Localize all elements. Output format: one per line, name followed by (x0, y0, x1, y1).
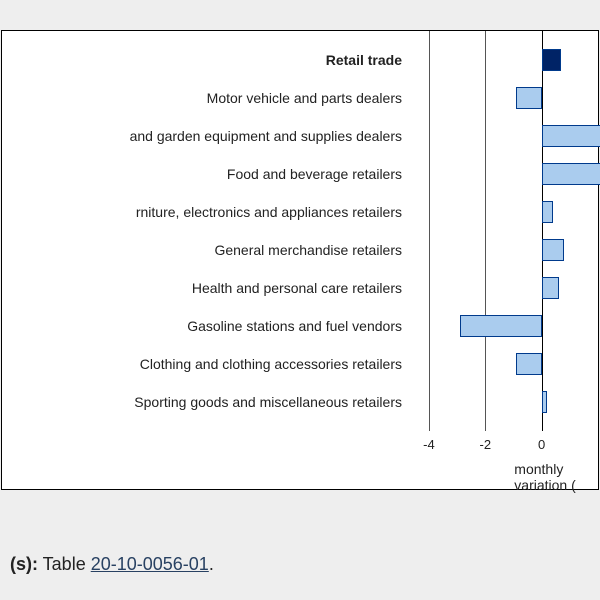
source-suffix: . (209, 554, 214, 574)
source-link[interactable]: 20-10-0056-01 (91, 554, 209, 574)
category-label: Sporting goods and miscellaneous retaile… (134, 395, 402, 409)
category-label: Gasoline stations and fuel vendors (187, 319, 402, 333)
bar (542, 391, 548, 413)
category-labels-column: Retail trade Motor vehicle and parts deal… (2, 31, 412, 431)
category-label: Health and personal care retailers (192, 281, 402, 295)
category-label: Retail trade (326, 53, 402, 67)
bar (516, 87, 541, 109)
category-label: and garden equipment and supplies dealer… (130, 129, 402, 143)
category-label: Clothing and clothing accessories retail… (140, 357, 402, 371)
grid-line (429, 31, 430, 431)
bar (542, 163, 600, 185)
tick-label: -2 (479, 437, 491, 452)
bar (516, 353, 541, 375)
bar (542, 277, 559, 299)
category-label: Motor vehicle and parts dealers (207, 91, 402, 105)
bar (542, 239, 565, 261)
x-axis-title: monthly variation ( (514, 461, 598, 493)
category-label: Food and beverage retailers (227, 167, 402, 181)
category-label: General merchandise retailers (214, 243, 402, 257)
source-prefix: (s): (10, 554, 38, 574)
zero-line (542, 31, 543, 431)
source-middle: Table (38, 554, 91, 574)
tick-label: -4 (423, 437, 435, 452)
bar-chart: Retail trade Motor vehicle and parts deal… (1, 30, 599, 490)
bar (542, 49, 562, 71)
bar (460, 315, 542, 337)
plot-area: -4-20 (412, 31, 598, 431)
grid-line (485, 31, 486, 431)
bar (542, 201, 553, 223)
source-line: (s): Table 20-10-0056-01. (10, 554, 214, 575)
category-label: rniture, electronics and appliances reta… (136, 205, 402, 219)
tick-label: 0 (538, 437, 545, 452)
bar (542, 125, 600, 147)
